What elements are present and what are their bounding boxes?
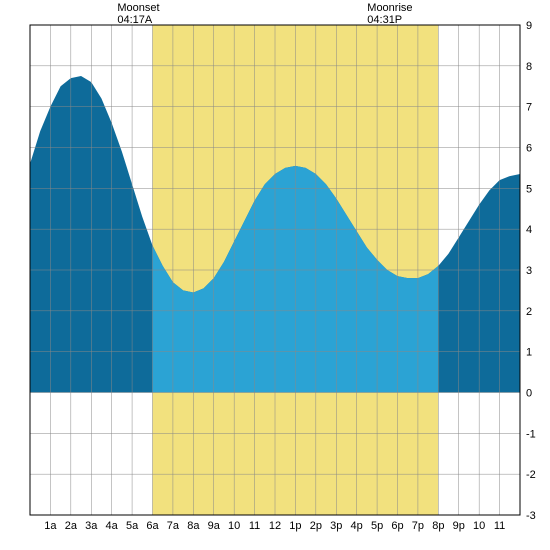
x-tick-label: 2a [65, 520, 78, 532]
x-tick-label: 10 [473, 520, 485, 532]
x-tick-label: 7a [167, 520, 180, 532]
annotation-label: Moonrise [367, 2, 412, 14]
x-tick-label: 4a [106, 520, 119, 532]
x-tick-label: 7p [412, 520, 424, 532]
y-tick-label: -2 [526, 469, 536, 481]
y-tick-label: 8 [526, 61, 532, 73]
x-tick-label: 1a [44, 520, 57, 532]
x-tick-label: 5a [126, 520, 139, 532]
x-tick-label: 5p [371, 520, 383, 532]
annotation-time: 04:17A [117, 14, 153, 26]
x-tick-label: 6p [391, 520, 403, 532]
y-tick-label: 9 [526, 20, 532, 32]
y-tick-label: 4 [526, 224, 532, 236]
y-tick-label: -3 [526, 510, 536, 522]
y-tick-label: 5 [526, 183, 532, 195]
x-tick-label: 3p [330, 520, 342, 532]
tide-chart: -3-2-101234567891a2a3a4a5a6a7a8a9a101112… [0, 0, 550, 550]
x-tick-label: 2p [310, 520, 322, 532]
x-tick-label: 8a [187, 520, 200, 532]
y-tick-label: 1 [526, 347, 532, 359]
x-tick-label: 12 [269, 520, 281, 532]
y-tick-label: 3 [526, 265, 532, 277]
annotation-time: 04:31P [367, 14, 402, 26]
x-tick-label: 1p [289, 520, 301, 532]
x-tick-label: 9p [453, 520, 465, 532]
y-tick-label: -1 [526, 428, 536, 440]
y-tick-label: 2 [526, 306, 532, 318]
y-tick-label: 0 [526, 388, 532, 400]
y-tick-label: 7 [526, 102, 532, 114]
tide-chart-svg: -3-2-101234567891a2a3a4a5a6a7a8a9a101112… [0, 0, 550, 550]
x-tick-label: 6a [146, 520, 159, 532]
annotation-label: Moonset [117, 2, 159, 14]
x-tick-label: 8p [432, 520, 444, 532]
x-tick-label: 9a [208, 520, 221, 532]
x-tick-label: 10 [228, 520, 240, 532]
x-tick-label: 11 [249, 520, 260, 532]
x-tick-label: 11 [494, 520, 505, 532]
y-tick-label: 6 [526, 143, 532, 155]
x-tick-label: 3a [85, 520, 98, 532]
x-tick-label: 4p [351, 520, 363, 532]
